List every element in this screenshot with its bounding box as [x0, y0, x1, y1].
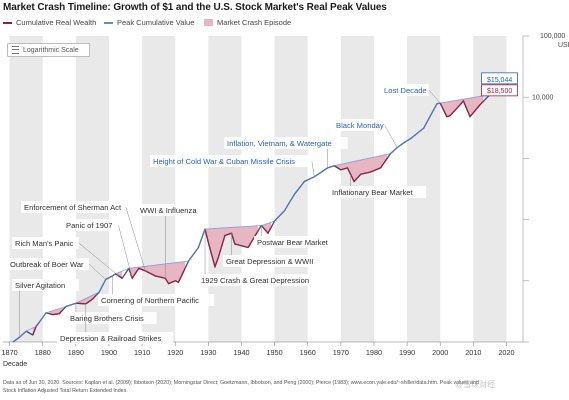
- legend-label-peak: Peak Cumulative Value: [117, 18, 195, 27]
- y-tick-label: 10,000: [532, 95, 554, 102]
- annotation-box: [329, 186, 427, 198]
- legend-box-swatch: [204, 19, 213, 26]
- annotation-box: [57, 332, 174, 344]
- crash-episode-area: [334, 154, 388, 182]
- decade-band: [142, 36, 176, 342]
- y-unit-label: USD: [558, 42, 569, 49]
- annotation-box: [98, 294, 215, 306]
- legend-item-cumulative: Cumulative Real Wealth: [3, 18, 96, 27]
- annotation-leader: [118, 224, 133, 279]
- x-tick-label: 1990: [399, 348, 415, 357]
- annotation-leader: [311, 160, 315, 177]
- annotation-label: Inflation, Vietnam, & Watergate: [227, 139, 332, 148]
- annotation-label: WWI & Influenza: [140, 206, 197, 215]
- logarithmic-scale-button[interactable]: Logarithmic Scale: [7, 43, 90, 57]
- menu-lines-icon: [12, 46, 19, 54]
- crash-wealth-line: [439, 99, 484, 118]
- annotation-label: Height of Cold War & Cuban Missile Crisi…: [153, 157, 295, 166]
- peak-value-line: [12, 80, 509, 343]
- x-tick-label: 1900: [101, 348, 117, 357]
- annotation-box: [150, 155, 312, 167]
- annotation-box: [67, 312, 157, 324]
- annotation-label: Great Depression & WWII: [226, 257, 313, 266]
- annotation-leader: [384, 124, 398, 148]
- x-tick-label: 1940: [233, 348, 249, 357]
- annotation-leader: [428, 89, 441, 104]
- crash-episode-area: [32, 322, 40, 335]
- value-label-current: $18,500: [487, 88, 512, 95]
- decade-band: [208, 36, 242, 342]
- annotation-label: Rich Man's Panic: [15, 239, 74, 248]
- x-tick-label: 1980: [366, 348, 382, 357]
- annotation-label: Postwar Bear Market: [257, 238, 329, 247]
- value-label-peak: $15,044: [487, 77, 512, 84]
- annotation-leader: [125, 206, 146, 271]
- value-label-box: [481, 72, 518, 85]
- x-tick-label: 1870: [2, 348, 18, 357]
- footer-source-note: Data as of Jun 30, 2020. Sources: Kaplan…: [3, 379, 566, 395]
- annotation-label: Panic of 1907: [66, 221, 112, 230]
- annotation-label: Cornering of Northern Pacific: [101, 296, 199, 305]
- annotation-box: [254, 236, 333, 248]
- annotation-box: [224, 137, 348, 149]
- annotation-label: Enforcement of Sherman Act: [24, 203, 122, 212]
- crash-episode-area: [440, 95, 484, 117]
- x-tick-label: 1970: [333, 348, 349, 357]
- y-tick-label: 100,000: [540, 33, 565, 40]
- annotation-label: Inflationary Bear Market: [332, 188, 414, 197]
- footer-line-2: Stock Inflation Adjusted Total Return Ex…: [3, 388, 128, 394]
- x-tick-label: 2020: [498, 348, 514, 357]
- x-tick-label: 1920: [167, 348, 183, 357]
- decade-band: [274, 36, 308, 342]
- watermark: @雪球财经: [455, 380, 496, 389]
- legend-label-crash: Market Crash Episode: [217, 18, 292, 27]
- annotation-box: [381, 84, 429, 96]
- chart-plot: 10,000 100,000 USD 1870 1880 1890 1900 1910 1920…: [2, 33, 569, 368]
- legend-line-swatch: [104, 21, 113, 24]
- annotation-box: [137, 204, 200, 216]
- x-tick-label: 1910: [134, 348, 150, 357]
- value-label-box: [481, 84, 518, 97]
- legend-label-cumulative: Cumulative Real Wealth: [16, 18, 97, 27]
- annotation-label: Outbreak of Boer War: [10, 260, 84, 269]
- annotation-label: Depression & Railroad Strikes: [60, 334, 161, 343]
- annotation-box: [63, 219, 119, 231]
- crash-wealth-line: [260, 225, 272, 235]
- annotation-box: [12, 279, 79, 291]
- x-tick-label: 1930: [200, 348, 216, 357]
- x-tick-label: 1890: [68, 348, 84, 357]
- x-tick-label: 2010: [465, 348, 481, 357]
- crash-wealth-line: [128, 267, 186, 285]
- annotation-box: [198, 274, 315, 286]
- crash-wealth-line: [49, 309, 64, 316]
- annotation-label: Silver Agitation: [15, 281, 65, 290]
- x-tick-label: 1880: [35, 348, 51, 357]
- decade-band: [75, 36, 109, 342]
- annotation-box: [12, 237, 79, 249]
- legend-line-swatch: [3, 21, 12, 24]
- annotation-label: Black Monday: [336, 121, 384, 130]
- chart-title: Market Crash Timeline: Growth of $1 and …: [3, 2, 387, 13]
- x-tick-label: 1960: [300, 348, 316, 357]
- x-tick-label: 2000: [432, 348, 448, 357]
- legend-item-peak: Peak Cumulative Value: [104, 18, 194, 27]
- x-tick-label: 1950: [266, 348, 282, 357]
- x-axis-label: Decade: [3, 361, 27, 368]
- annotation-box: [21, 201, 126, 213]
- annotation-box: [333, 119, 385, 131]
- annotation-label: 1929 Crash & Great Depression: [201, 276, 309, 285]
- decade-band: [9, 36, 43, 342]
- logarithmic-scale-label: Logarithmic Scale: [23, 46, 79, 54]
- annotation-leader: [88, 263, 106, 280]
- footer-line-1: Data as of Jun 30, 2020. Sources: Kaplan…: [3, 380, 479, 386]
- legend-item-crash: Market Crash Episode: [204, 18, 291, 27]
- annotation-box: [223, 255, 317, 267]
- annotation-box: [7, 258, 89, 270]
- annotation-label: Lost Decade: [384, 86, 427, 95]
- annotation-leader: [78, 242, 120, 277]
- annotation-label: Baring Brothers Crisis: [70, 314, 144, 323]
- crash-wealth-line: [333, 157, 388, 183]
